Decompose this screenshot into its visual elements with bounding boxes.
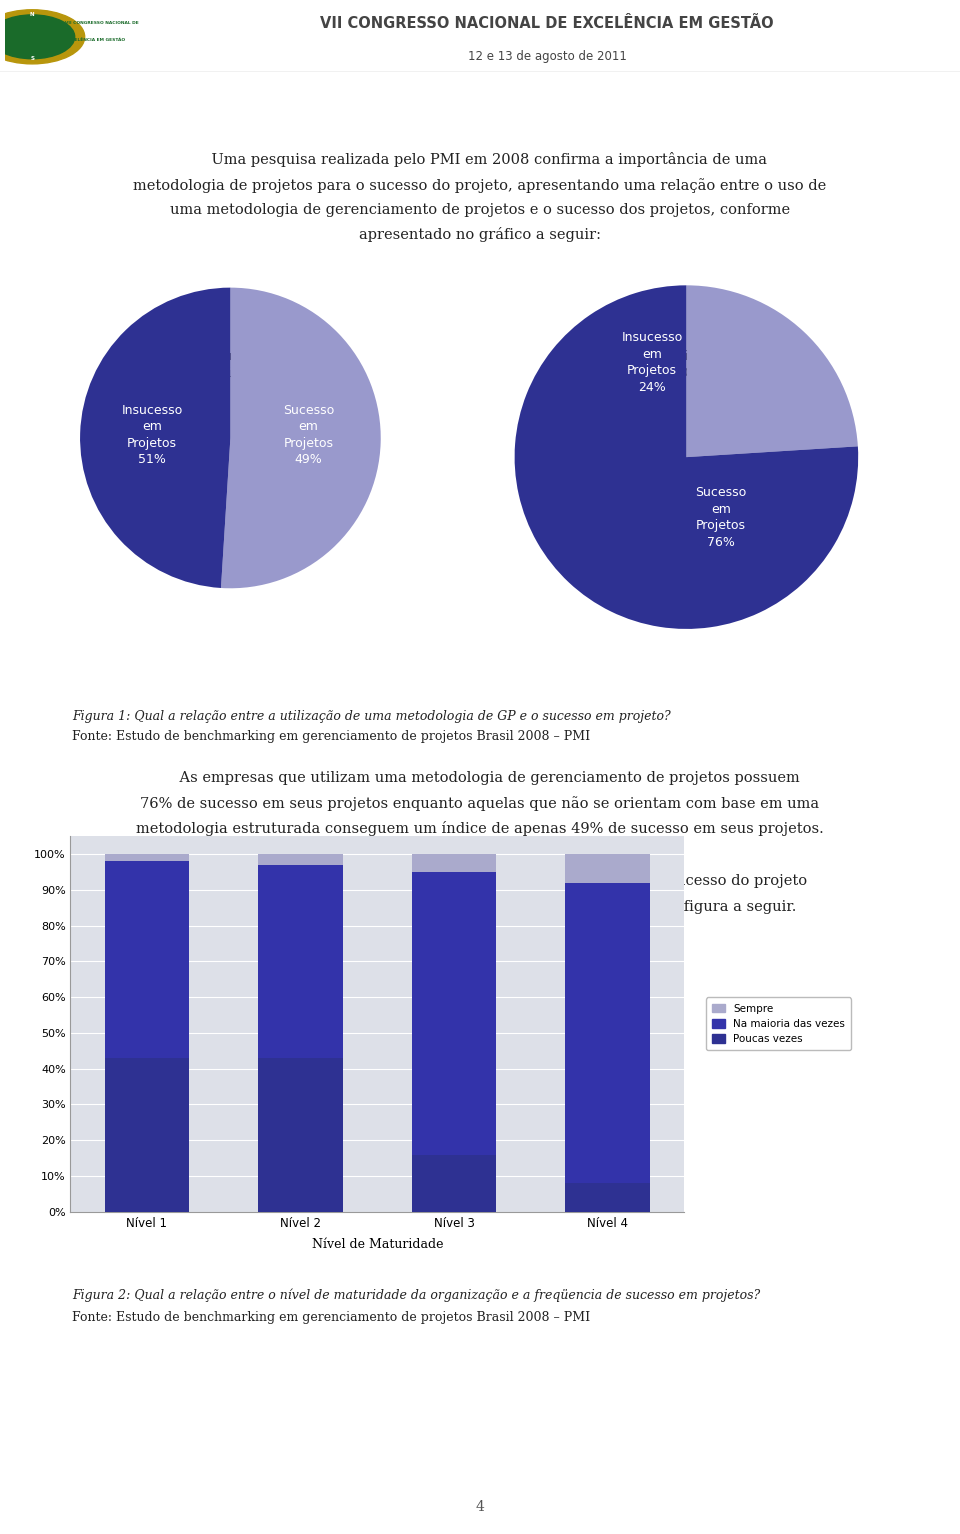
Text: As empresas que utilizam uma metodologia de gerenciamento de projetos possuem
76: As empresas que utilizam uma metodologia… [136, 772, 824, 836]
Circle shape [0, 15, 75, 58]
Circle shape [0, 9, 84, 64]
Text: S: S [31, 57, 35, 61]
Bar [565, 854, 650, 882]
Bar [258, 1058, 343, 1212]
Wedge shape [221, 288, 381, 588]
Wedge shape [515, 285, 858, 629]
Text: Empresas que utilizam
metodologia de GP: Empresas que utilizam metodologia de GP [564, 350, 716, 380]
Text: VII CONGRESSO NACIONAL DE EXCELÊNCIA EM GESTÃO: VII CONGRESSO NACIONAL DE EXCELÊNCIA EM … [321, 15, 774, 31]
Bar [258, 865, 343, 1058]
Text: Figura 2: Qual a relação entre o nível de maturidade da organização e a freqüenc: Figura 2: Qual a relação entre o nível d… [72, 1289, 760, 1302]
Bar [412, 871, 496, 1155]
Legend: Sempre, Na maioria das vezes, Poucas vezes: Sempre, Na maioria das vezes, Poucas vez… [707, 997, 852, 1051]
Text: Insucesso
em
Projetos
51%: Insucesso em Projetos 51% [122, 403, 182, 466]
Wedge shape [80, 288, 230, 588]
Bar [412, 854, 496, 871]
X-axis label: Nível de Maturidade: Nível de Maturidade [312, 1238, 443, 1252]
Text: Empresas que não utilizam
metodologia de GP: Empresas que não utilizam metodologia de… [130, 350, 311, 380]
Text: Fonte: Estudo de benchmarking em gerenciamento de projetos Brasil 2008 – PMI: Fonte: Estudo de benchmarking em gerenci… [72, 1310, 590, 1324]
Text: VII CONGRESSO NACIONAL DE: VII CONGRESSO NACIONAL DE [64, 20, 138, 25]
Bar [412, 1155, 496, 1212]
Text: Figura 1: Qual a relação entre a utilização de uma metodologia de GP e o sucesso: Figura 1: Qual a relação entre a utiliza… [72, 710, 671, 723]
Text: EXCELÊNCIA EM GESTÃO: EXCELÊNCIA EM GESTÃO [64, 38, 125, 41]
Text: Uma pesquisa realizada pelo PMI em 2008 confirma a importância de uma
metodologi: Uma pesquisa realizada pelo PMI em 2008 … [133, 152, 827, 242]
Bar [105, 1058, 189, 1212]
Text: Sucesso
em
Projetos
76%: Sucesso em Projetos 76% [695, 486, 746, 549]
Bar [565, 882, 650, 1183]
Text: Insucesso
em
Projetos
24%: Insucesso em Projetos 24% [621, 331, 683, 394]
Bar [258, 854, 343, 865]
Bar [105, 854, 189, 861]
Bar [565, 1183, 650, 1212]
Text: Fonte: Estudo de benchmarking em gerenciamento de projetos Brasil 2008 – PMI: Fonte: Estudo de benchmarking em gerenci… [72, 730, 590, 742]
Text: Outra questão apresentada pelo estudo do PMI (2008) relaciona o sucesso do proje: Outra questão apresentada pelo estudo do… [153, 873, 807, 914]
Text: N: N [30, 12, 35, 17]
Text: 4: 4 [475, 1500, 485, 1514]
Text: Sucesso
em
Projetos
49%: Sucesso em Projetos 49% [283, 403, 334, 466]
Bar [105, 861, 189, 1058]
Text: 12 e 13 de agosto de 2011: 12 e 13 de agosto de 2011 [468, 49, 627, 63]
Wedge shape [686, 285, 858, 457]
